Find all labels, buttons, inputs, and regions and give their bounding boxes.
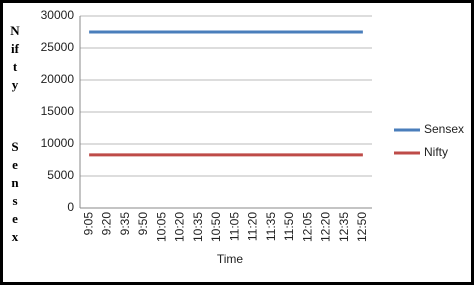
legend-label: Sensex: [424, 122, 464, 136]
x-tick-label: 11:50: [282, 212, 296, 241]
x-tick-label: 9:20: [100, 212, 114, 236]
x-tick-label: 9:05: [81, 212, 95, 236]
x-tick-label: 12:05: [300, 212, 314, 242]
y-tick-label: 5000: [47, 168, 74, 182]
x-tick-label: 11:35: [264, 212, 278, 241]
x-tick-label: 12:35: [337, 212, 351, 242]
x-tick-label: 10:50: [209, 212, 223, 242]
x-tick-label: 9:35: [118, 212, 132, 236]
x-tick-label: 12:20: [319, 212, 333, 242]
x-tick-label: 9:50: [136, 212, 150, 236]
y-tick-label: 25000: [41, 40, 75, 54]
x-axis-title: Time: [217, 252, 244, 266]
y-tick-label: 0: [67, 200, 74, 214]
y-axis-title: Sensex: [11, 139, 19, 244]
x-tick-label: 10:20: [173, 212, 187, 242]
y-axis-title: Nifty: [10, 23, 20, 92]
legend-label: Nifty: [424, 145, 448, 159]
x-tick-label: 10:35: [191, 212, 205, 242]
y-tick-label: 30000: [41, 8, 75, 22]
y-tick-label: 15000: [41, 104, 75, 118]
x-tick-label: 11:20: [246, 212, 260, 241]
x-tick-label: 10:05: [154, 212, 168, 242]
x-tick-label: 12:50: [355, 212, 369, 242]
y-tick-label: 10000: [41, 136, 75, 150]
x-tick-label: 11:05: [227, 212, 241, 241]
y-tick-label: 20000: [41, 72, 75, 86]
